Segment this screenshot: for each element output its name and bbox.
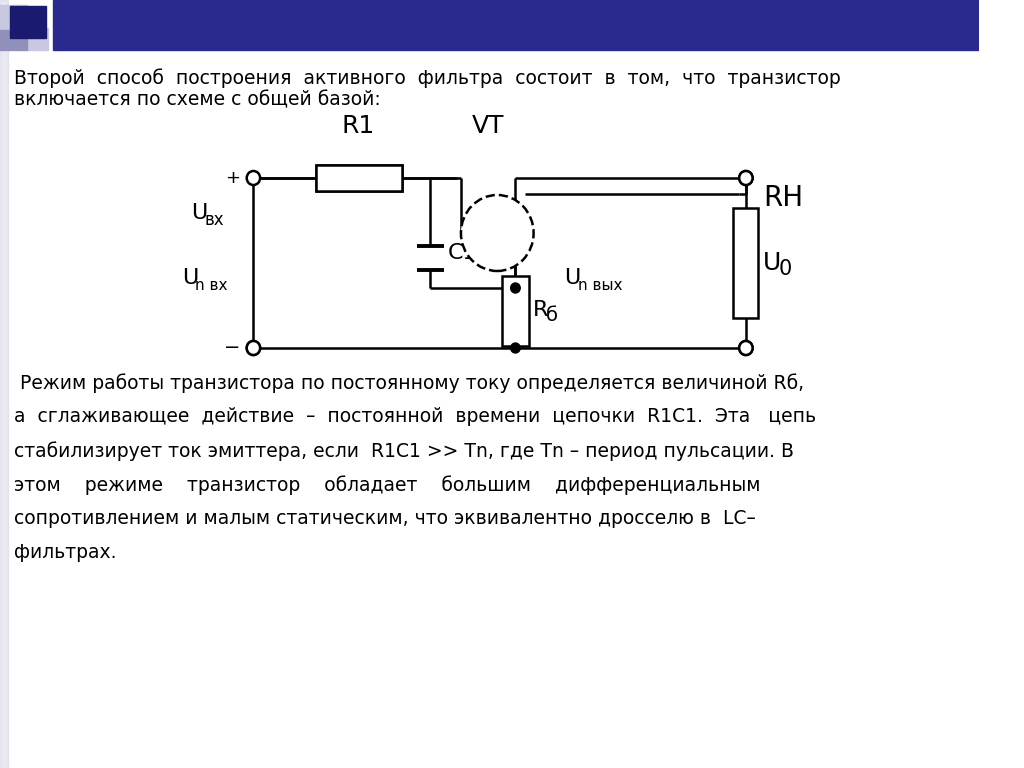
Circle shape xyxy=(511,343,520,353)
Bar xyxy=(0,0,7,768)
Circle shape xyxy=(247,341,260,355)
Bar xyxy=(0,30,27,50)
Bar xyxy=(502,276,528,346)
Text: Режим работы транзистора по постоянному току определяется величиной Rб,: Режим работы транзистора по постоянному … xyxy=(14,373,805,392)
Text: стабилизирует ток эмиттера, если  R1C1 >> Tn, где Tn – период пульсации. В: стабилизирует ток эмиттера, если R1C1 >>… xyxy=(14,441,795,461)
Text: RH: RH xyxy=(763,184,803,212)
Text: n вых: n вых xyxy=(578,277,623,293)
Text: этом    режиме    транзистор    обладает    большим    дифференциальным: этом режиме транзистор обладает большим … xyxy=(14,475,761,495)
Circle shape xyxy=(247,341,260,355)
Bar xyxy=(315,165,401,191)
Circle shape xyxy=(247,171,260,185)
Bar xyxy=(0,5,27,30)
Text: C1: C1 xyxy=(447,243,477,263)
Text: U: U xyxy=(763,251,781,275)
Text: +: + xyxy=(225,169,240,187)
Text: U: U xyxy=(181,268,198,288)
Text: VT: VT xyxy=(471,114,504,138)
Text: фильтрах.: фильтрах. xyxy=(14,543,117,562)
Text: а  сглаживающее  действие  –  постоянной  времени  цепочки  R1C1.  Эта   цепь: а сглаживающее действие – постоянной вре… xyxy=(14,407,816,426)
Circle shape xyxy=(511,283,520,293)
Bar xyxy=(733,208,759,318)
Text: n вх: n вх xyxy=(196,277,227,293)
Bar xyxy=(315,165,401,191)
Text: R1: R1 xyxy=(342,114,375,138)
Text: U: U xyxy=(191,203,208,223)
Circle shape xyxy=(461,195,534,271)
Bar xyxy=(27,28,48,50)
Text: б: б xyxy=(546,306,558,325)
Text: U: U xyxy=(564,268,581,288)
Text: Второй  способ  построения  активного  фильтра  состоит  в  том,  что  транзисто: Второй способ построения активного фильт… xyxy=(14,68,841,88)
Text: включается по схеме с общей базой:: включается по схеме с общей базой: xyxy=(14,90,381,109)
Bar xyxy=(52,0,980,50)
Text: R: R xyxy=(532,300,548,320)
Circle shape xyxy=(739,341,753,355)
Text: 0: 0 xyxy=(778,259,792,279)
Text: сопротивлением и малым статическим, что эквивалентно дросселю в  LC–: сопротивлением и малым статическим, что … xyxy=(14,509,756,528)
Text: −: − xyxy=(224,339,241,357)
Bar xyxy=(9,6,46,38)
Circle shape xyxy=(739,341,753,355)
Circle shape xyxy=(739,171,753,185)
Text: вх: вх xyxy=(205,211,224,229)
Circle shape xyxy=(739,171,753,185)
